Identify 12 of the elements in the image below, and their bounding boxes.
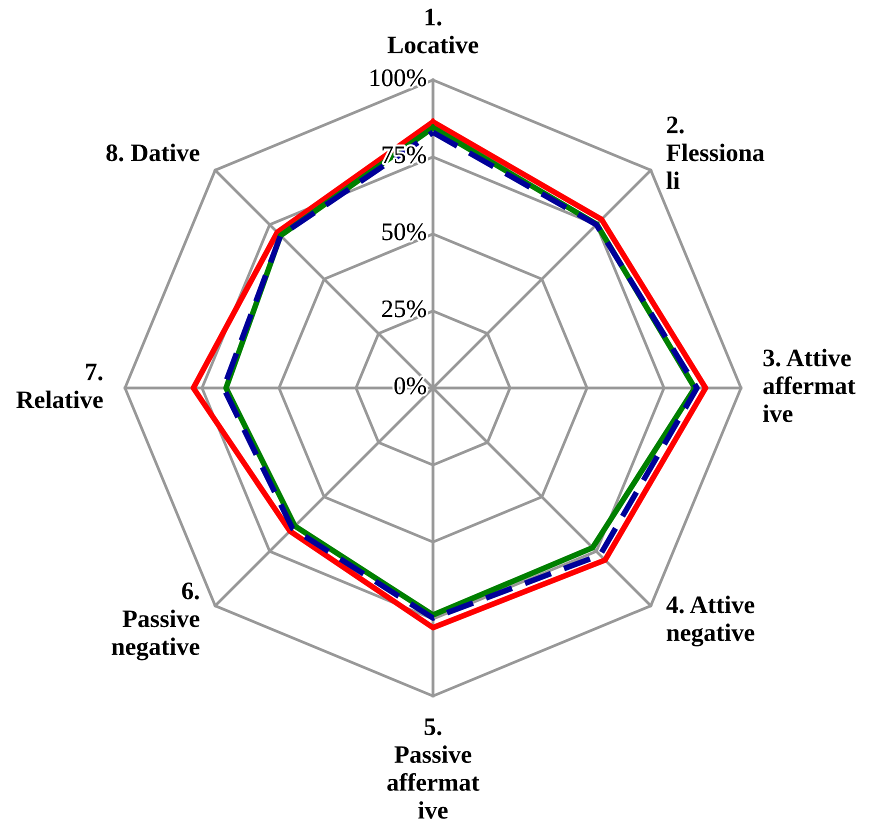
spoke-label: 7. Relative: [16, 364, 103, 408]
spoke-label: 3. Attive affermat ive: [763, 348, 856, 422]
y-tick-label: 0%: [394, 377, 426, 394]
y-tick-label: 100%: [370, 69, 426, 86]
spoke-label: 4. Attive negative: [666, 596, 754, 646]
spoke-label: 1. Locative: [388, 8, 478, 54]
spoke-label: 2. Flessiona li: [666, 116, 764, 189]
spoke-label: 5. Passive affermat ive: [387, 718, 480, 819]
y-tick-label: 25%: [382, 300, 426, 318]
spoke-label: 6. Passive negative: [112, 582, 200, 660]
y-tick-label: 50%: [382, 223, 426, 240]
spoke-label: 8. Dative: [106, 144, 200, 162]
